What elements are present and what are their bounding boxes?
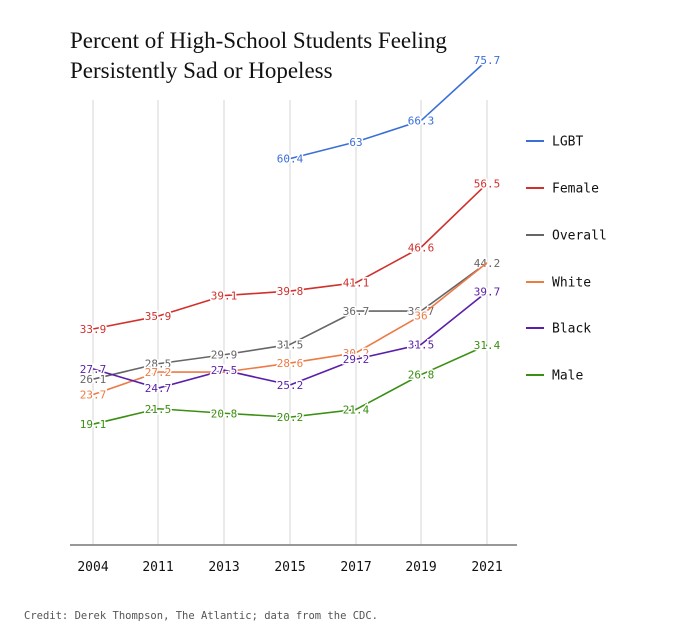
data-label-overall-2017: 36.7: [343, 305, 370, 318]
data-label-male-2013: 20.8: [211, 407, 238, 420]
x-tick-label-2013: 2013: [208, 560, 239, 575]
x-tick-label-2011: 2011: [142, 560, 173, 575]
data-label-female-2013: 39.1: [211, 290, 238, 303]
data-label-lgbt-2021: 75.7: [474, 54, 501, 67]
data-label-black-2011: 24.7: [145, 382, 172, 395]
data-label-female-2021: 56.5: [474, 178, 501, 191]
legend-label-black: Black: [552, 322, 591, 337]
data-label-female-2015: 39.8: [277, 285, 304, 298]
legend-label-male: Male: [552, 369, 583, 384]
series-line-white: [92, 262, 488, 396]
data-label-female-2011: 35.9: [145, 310, 172, 323]
data-label-overall-2019: 36.7: [408, 305, 435, 318]
data-label-female-2017: 41.1: [343, 277, 370, 290]
data-label-overall-2011: 28.5: [145, 358, 172, 371]
data-label-white-2015: 28.6: [277, 357, 304, 370]
data-label-male-2021: 31.4: [474, 339, 501, 352]
data-label-white-2019: 36: [414, 310, 427, 323]
data-label-black-2013: 27.5: [211, 364, 238, 377]
series-line-female: [92, 183, 488, 330]
data-label-male-2019: 26.8: [408, 369, 435, 382]
data-label-lgbt-2019: 66.3: [408, 115, 435, 128]
chart-title: Percent of High-School Students Feeling …: [70, 26, 590, 86]
data-label-black-2021: 39.7: [474, 286, 501, 299]
data-label-overall-2015: 31.5: [277, 338, 304, 351]
data-label-male-2015: 20.2: [277, 411, 304, 424]
series-line-overall: [92, 262, 488, 380]
chart-title-line-2: Persistently Sad or Hopeless: [70, 58, 333, 83]
series-line-black: [92, 291, 488, 389]
legend-label-female: Female: [552, 182, 599, 197]
data-label-black-2004: 27.7: [80, 363, 107, 376]
legend-label-overall: Overall: [552, 229, 607, 244]
data-label-overall-2013: 29.9: [211, 349, 238, 362]
legend-label-white: White: [552, 276, 591, 291]
x-tick-label-2021: 2021: [471, 560, 502, 575]
data-label-female-2019: 46.6: [408, 241, 435, 254]
data-label-black-2015: 25.2: [277, 379, 304, 392]
data-label-black-2019: 31.5: [408, 338, 435, 351]
data-label-female-2004: 33.9: [80, 323, 107, 336]
credit-note: Credit: Derek Thompson, The Atlantic; da…: [24, 610, 379, 622]
legend-label-lgbt: LGBT: [552, 135, 583, 150]
chart-title-line-1: Percent of High-School Students Feeling: [70, 28, 447, 53]
x-tick-label-2015: 2015: [274, 560, 305, 575]
data-label-male-2011: 21.5: [145, 403, 172, 416]
series-line-male: [92, 344, 488, 425]
data-label-lgbt-2017: 63: [349, 136, 362, 149]
x-tick-label-2004: 2004: [77, 560, 108, 575]
x-tick-label-2019: 2019: [405, 560, 436, 575]
data-label-white-2004: 23.7: [80, 389, 107, 402]
x-tick-label-2017: 2017: [340, 560, 371, 575]
data-label-lgbt-2015: 60.4: [277, 153, 304, 166]
data-label-overall-2004: 26.1: [80, 373, 107, 386]
data-label-black-2017: 29.2: [343, 353, 370, 366]
data-label-male-2004: 19.1: [80, 418, 107, 431]
series-line-lgbt: [289, 59, 488, 160]
data-label-male-2017: 21.4: [343, 403, 370, 416]
data-label-white-2011: 27.2: [145, 366, 172, 379]
